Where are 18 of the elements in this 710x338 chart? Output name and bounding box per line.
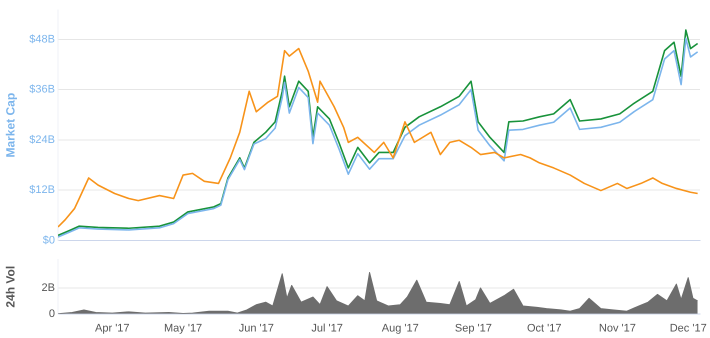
y-tick-label: $48B <box>29 33 55 46</box>
x-tick-label: Aug '17 <box>382 322 419 334</box>
y-tick-label: $36B <box>29 84 55 96</box>
x-tick-label: Jul '17 <box>311 322 343 334</box>
y-tick-label: $12B <box>29 184 55 196</box>
y-axis-title: Market Cap <box>4 92 18 158</box>
x-tick-label: Nov '17 <box>598 322 636 334</box>
y-tick-label: 0 <box>48 308 55 320</box>
x-tick-label: Dec '17 <box>670 322 707 334</box>
y-tick-label: $0 <box>42 234 55 246</box>
x-tick-label: Oct '17 <box>526 322 562 334</box>
x-tick-label: May '17 <box>164 322 202 334</box>
x-tick-label: Sep '17 <box>454 322 492 334</box>
x-tick-label: Apr '17 <box>95 322 130 334</box>
y-axis-title: 24h Vol <box>4 266 18 308</box>
y-tick-label: 2B <box>42 282 55 294</box>
y-tick-label: $24B <box>29 134 55 146</box>
x-tick-label: Jun '17 <box>238 322 274 334</box>
